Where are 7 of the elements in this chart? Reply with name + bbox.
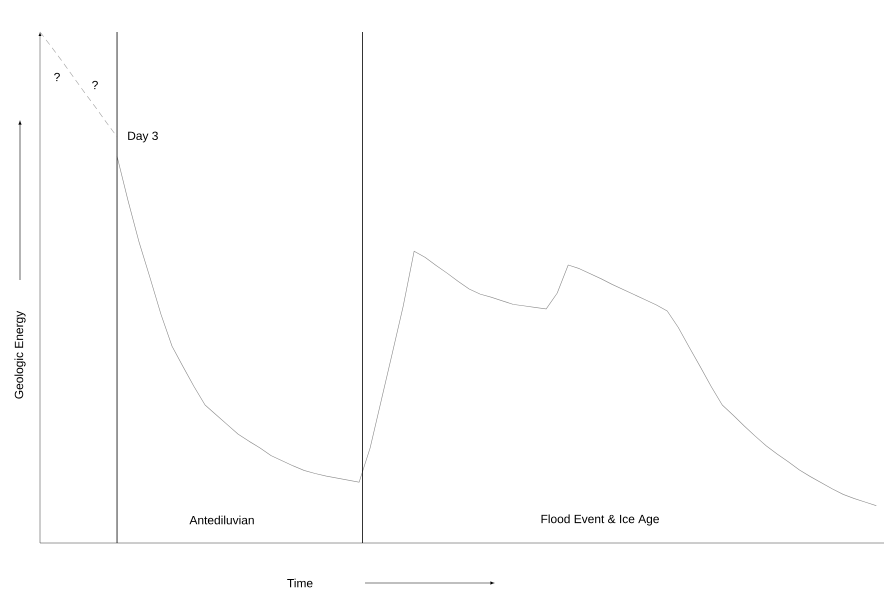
annotation: Day 3 xyxy=(128,132,158,142)
annotation: Antediluvian xyxy=(189,516,254,524)
annotation: Flood Event & Ice Age xyxy=(542,514,659,526)
y-axis-title: Geologic Energy xyxy=(14,310,26,399)
x-axis-title: Time xyxy=(287,578,313,588)
annotation: ? xyxy=(54,72,60,82)
annotation: ? xyxy=(92,80,98,90)
